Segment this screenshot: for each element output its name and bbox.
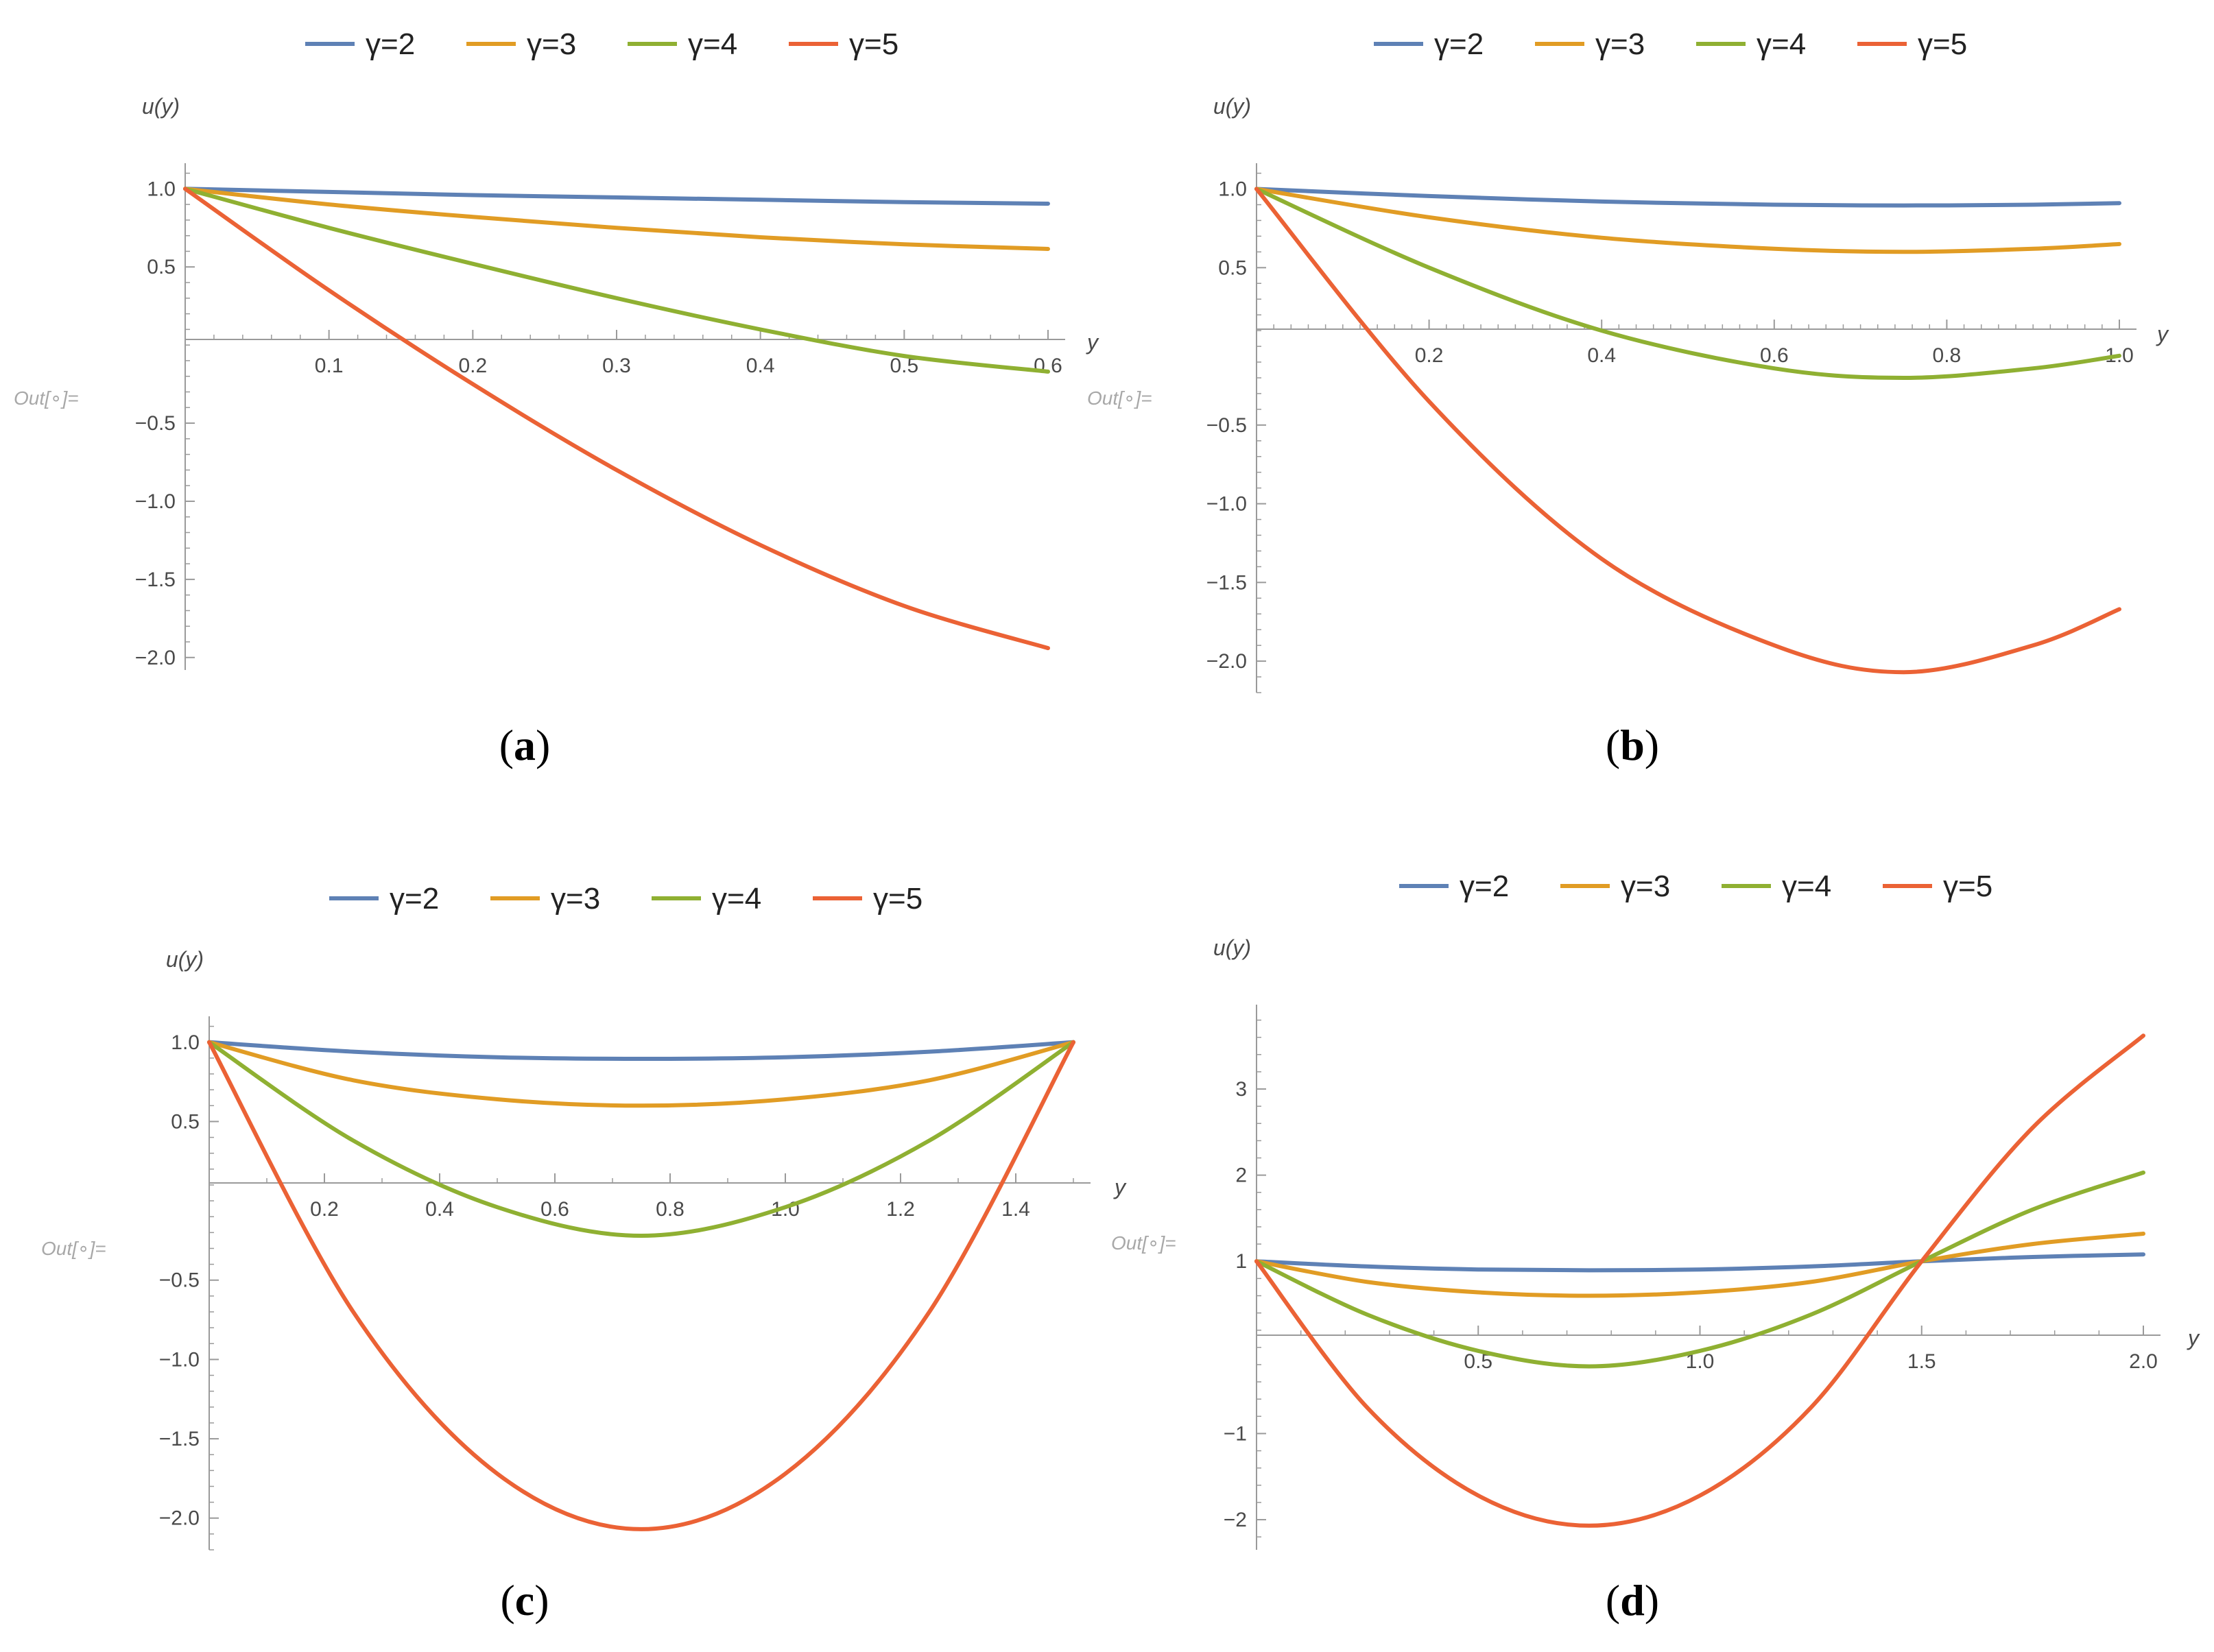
series-line-gamma-5	[1254, 187, 2121, 675]
y-tick-label: −1.5	[1206, 571, 1247, 594]
series-line-gamma-3	[207, 1040, 1075, 1108]
x-tick-label: 0.6	[1034, 355, 1062, 377]
legend-label-gamma-5: γ=5	[849, 27, 898, 61]
x-tick-label: 0.6	[1760, 344, 1789, 367]
legend-label-gamma-5: γ=5	[1943, 870, 1992, 903]
out-label: Out[∘]=	[14, 387, 79, 409]
y-tick-label: −1	[1224, 1422, 1247, 1445]
series-line-gamma-2	[1254, 1252, 2145, 1273]
y-tick-label: 1.0	[171, 1031, 200, 1054]
y-tick-label: 0.5	[171, 1110, 200, 1133]
x-axis-title: y	[2156, 322, 2169, 346]
x-tick-label: 0.8	[1933, 344, 1962, 367]
x-tick-label: 0.4	[425, 1198, 454, 1221]
out-label: Out[∘]=	[1087, 387, 1152, 409]
x-tick-label: 1.2	[886, 1198, 915, 1221]
series-line-gamma-3	[1254, 1232, 2145, 1298]
legend-label-gamma-5: γ=5	[873, 882, 923, 915]
x-tick-label: 0.3	[602, 355, 631, 377]
series-line-gamma-2	[183, 187, 1050, 206]
y-tick-label: 2	[1235, 1164, 1247, 1187]
x-tick-label: 2.0	[2129, 1350, 2158, 1373]
legend-label-gamma-4: γ=4	[1757, 27, 1806, 61]
y-tick-label: −2.0	[159, 1507, 200, 1530]
legend-label-gamma-2: γ=2	[366, 27, 415, 61]
panel-caption: (d)	[1606, 1576, 1659, 1625]
y-axis-title: u(y)	[166, 947, 204, 972]
x-axis-title: y	[1086, 330, 1099, 355]
x-tick-label: 0.2	[1415, 344, 1444, 367]
series-line-gamma-4	[1254, 187, 2121, 380]
chart-panel-c: 1.00.5−0.5−1.0−1.5−2.00.2 0.4 0.6 0.8 1.0 1.2…	[41, 882, 1127, 1625]
panel-caption: (b)	[1606, 721, 1659, 769]
y-tick-label: −1.0	[1206, 493, 1247, 516]
out-label: Out[∘]=	[41, 1238, 106, 1259]
y-tick-label: −2.0	[135, 647, 176, 669]
y-tick-label: −1.0	[159, 1348, 200, 1371]
x-tick-label: 0.4	[1587, 344, 1616, 367]
series-line-gamma-4	[1254, 1170, 2145, 1369]
y-tick-label: −2	[1224, 1509, 1247, 1531]
legend-label-gamma-3: γ=3	[551, 882, 600, 915]
legend-label-gamma-2: γ=2	[390, 882, 439, 915]
legend-label-gamma-5: γ=5	[1918, 27, 1967, 61]
legend-label-gamma-4: γ=4	[1782, 870, 1831, 903]
y-tick-label: 0.5	[147, 256, 176, 278]
x-tick-label: 0.2	[310, 1198, 339, 1221]
series-line-gamma-4	[207, 1040, 1075, 1238]
y-axis-title: u(y)	[1213, 935, 1251, 960]
x-tick-label: 0.6	[540, 1198, 569, 1221]
x-tick-label: 1.4	[1001, 1198, 1030, 1221]
y-tick-label: −1.0	[135, 490, 176, 513]
y-tick-label: −0.5	[1206, 414, 1247, 437]
series-line-gamma-3	[1254, 187, 2121, 254]
y-tick-label: −1.5	[135, 568, 176, 591]
x-tick-label: 1.5	[1907, 1350, 1936, 1373]
series-line-gamma-5	[207, 1040, 1075, 1531]
x-tick-label: 0.4	[746, 355, 775, 377]
legend-label-gamma-4: γ=4	[712, 882, 761, 915]
series-line-gamma-4	[183, 187, 1050, 374]
series-line-gamma-5	[1254, 1033, 2145, 1528]
x-axis-title: y	[2187, 1326, 2200, 1350]
legend-label-gamma-3: γ=3	[1621, 870, 1670, 903]
x-tick-label: 0.8	[656, 1198, 685, 1221]
series-line-gamma-5	[183, 187, 1050, 651]
panel-caption: (a)	[499, 721, 551, 769]
legend-label-gamma-3: γ=3	[1595, 27, 1645, 61]
x-axis-title: y	[1113, 1175, 1127, 1199]
out-label: Out[∘]=	[1111, 1232, 1176, 1254]
y-tick-label: −1.5	[159, 1428, 200, 1450]
y-tick-label: 1.0	[147, 178, 176, 200]
x-tick-label: 0.2	[458, 355, 487, 377]
series-line-gamma-2	[1254, 187, 2121, 208]
panel-caption: (c)	[500, 1576, 549, 1625]
legend-label-gamma-3: γ=3	[527, 27, 576, 61]
chart-panel-b: 1.00.5−0.5−1.0−1.5−2.00.2 0.4 0.6 0.8 1.0u(y…	[1087, 27, 2169, 769]
x-tick-label: 0.1	[315, 355, 344, 377]
y-tick-label: −0.5	[159, 1269, 200, 1292]
y-axis-title: u(y)	[1213, 94, 1251, 119]
y-tick-label: 0.5	[1218, 256, 1247, 279]
legend-label-gamma-4: γ=4	[688, 27, 737, 61]
y-tick-label: −2.0	[1206, 650, 1247, 673]
y-tick-label: −0.5	[135, 412, 176, 435]
chart-panel-a: 1.00.5−0.5−1.0−1.5−2.00.1 0.2 0.3 0.4 0.5 0.6…	[14, 27, 1099, 769]
y-axis-title: u(y)	[142, 94, 180, 119]
legend-label-gamma-2: γ=2	[1460, 870, 1509, 903]
legend-label-gamma-2: γ=2	[1434, 27, 1484, 61]
series-line-gamma-3	[183, 187, 1050, 251]
y-tick-label: 1	[1235, 1250, 1247, 1273]
y-tick-label: 3	[1235, 1078, 1247, 1101]
y-tick-label: 1.0	[1218, 178, 1247, 201]
series-line-gamma-2	[207, 1040, 1075, 1061]
